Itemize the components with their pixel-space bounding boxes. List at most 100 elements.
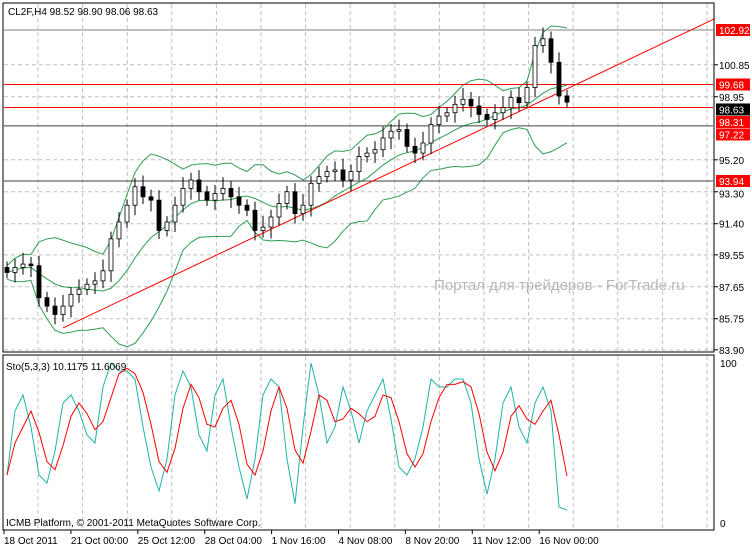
current-price-label: 98.63 [719, 105, 744, 116]
candle-body [276, 203, 282, 218]
horizontal-levels[interactable] [4, 18, 716, 329]
candle-body [452, 103, 458, 114]
candle-body [172, 204, 178, 223]
grid [4, 4, 713, 529]
candle-body [260, 226, 266, 231]
candle-body [372, 149, 378, 154]
candle-body [556, 61, 562, 97]
candle-body [364, 152, 370, 157]
level-label-bg [716, 174, 750, 187]
time-tick-label: 21 Oct 00:00 [71, 536, 129, 547]
price-tick-label: 87.65 [719, 283, 744, 294]
candle-body [44, 297, 50, 307]
level-label: 98.31 [719, 118, 744, 129]
candle-body [60, 305, 66, 315]
candle-body [116, 221, 122, 240]
candle-body [428, 124, 434, 144]
price-tick-label: 98.95 [719, 93, 744, 104]
candle-body [524, 87, 530, 104]
candle-body [348, 171, 354, 181]
price-tick-label: 100.85 [719, 61, 750, 72]
candle-body [188, 179, 194, 189]
level-label-bg [716, 115, 750, 128]
candle-body [436, 115, 442, 125]
candle-body [76, 288, 82, 295]
candle-body [196, 179, 202, 193]
trendline [62, 18, 716, 329]
candle-body [180, 187, 186, 206]
bollinger-upper-band [6, 25, 568, 267]
time-axis[interactable]: 18 Oct 2011 21 Oct 00:00 25 Oct 12:00 28 Oc… [3, 530, 599, 547]
level-label-bg [716, 24, 750, 36]
level-label: 102.92 [719, 26, 750, 37]
candle-body [516, 97, 522, 104]
candle-body [476, 105, 482, 115]
candle-body [108, 238, 114, 272]
level-label-bg [716, 78, 750, 91]
level-label: 97.22 [719, 130, 744, 141]
candle-body [284, 191, 290, 204]
symbol-header: CL2F,H4 98.52 98.90 98.06 98.63 [8, 7, 159, 18]
candle-body [68, 293, 74, 307]
time-tick-label: 8 Nov 20:00 [405, 536, 459, 547]
candles [4, 27, 570, 325]
stochastic-signal-line [6, 367, 568, 477]
candle-body [508, 97, 514, 109]
level-label-bg [716, 128, 750, 141]
stochastic-main-line [6, 362, 568, 511]
bollinger-lower-band [6, 127, 568, 348]
candle-body [220, 187, 226, 194]
candle-body [468, 98, 474, 107]
time-tick-label: 1 Nov 16:00 [272, 536, 326, 547]
candle-body [124, 204, 130, 223]
current-price-bg [716, 103, 750, 116]
candle-body [564, 95, 570, 103]
candle-body [396, 129, 402, 132]
candle-body [252, 209, 258, 231]
level-label: 99.68 [719, 80, 744, 91]
candle-body [148, 196, 154, 201]
candle-body [268, 216, 274, 228]
candle-body [484, 114, 490, 120]
candle-body [4, 267, 10, 273]
watermark: Портал для трейдеров - ForTrade.ru [434, 277, 685, 294]
stochastic-header: Sto(5,3,3) 10.1175 11.6069 [6, 362, 127, 373]
price-tick-label: 95.20 [719, 156, 744, 167]
time-tick-label: 11 Nov 12:00 [472, 536, 531, 547]
candle-body [444, 112, 450, 117]
candle-body [236, 196, 242, 206]
candle-body [228, 187, 234, 198]
candle-body [532, 45, 538, 88]
candle-body [244, 204, 250, 211]
candle-body [20, 263, 26, 268]
copyright: ICMB Platform, © 2001-2011 MetaQuotes So… [6, 518, 261, 529]
candle-body [460, 98, 466, 105]
candle-body [164, 221, 170, 231]
candle-body [380, 137, 386, 151]
stoch-tick-label: 0 [720, 519, 726, 530]
price-tick-label: 93.30 [719, 189, 744, 200]
time-tick-label: 16 Nov 00:00 [539, 536, 599, 547]
candle-body [132, 186, 138, 206]
candle-body [52, 305, 58, 315]
time-tick-label: 28 Oct 04:00 [205, 536, 263, 547]
candle-body [204, 191, 210, 201]
candle-body [332, 169, 338, 172]
price-tick-label: 91.40 [719, 220, 744, 231]
candle-body [340, 169, 346, 181]
level-label: 93.94 [719, 177, 744, 188]
candle-body [212, 193, 218, 201]
candle-body [548, 38, 554, 63]
time-tick-label: 18 Oct 2011 [4, 536, 58, 547]
price-tick-label: 85.75 [719, 315, 744, 326]
time-tick-label: 4 Nov 08:00 [339, 536, 393, 547]
candle-body [292, 191, 298, 215]
candle-body [412, 145, 418, 154]
stoch-tick-label: 100 [720, 359, 737, 370]
time-tick-label: 25 Oct 12:00 [138, 536, 196, 547]
candle-body [140, 186, 146, 198]
candle-body [36, 265, 42, 299]
candle-body [356, 156, 362, 172]
